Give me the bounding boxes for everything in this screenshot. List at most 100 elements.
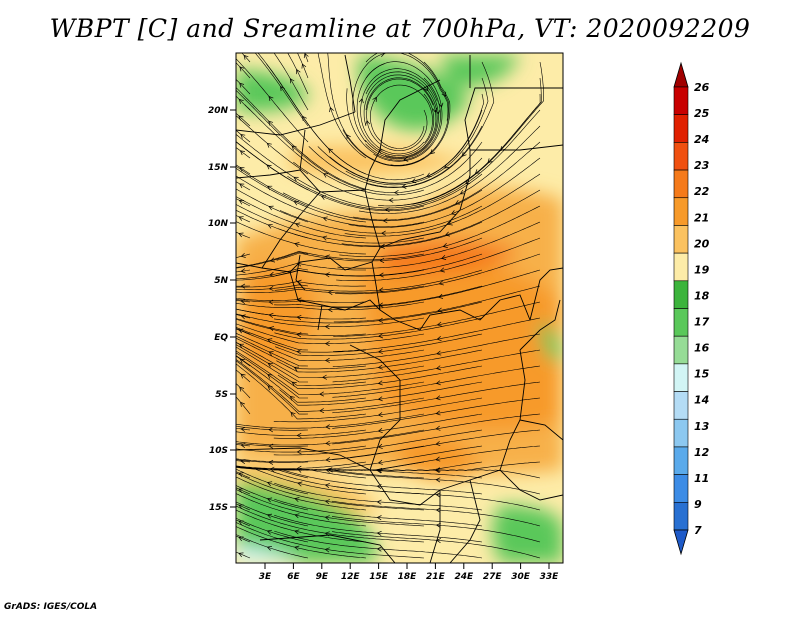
country-borders [236, 54, 563, 563]
streamline-arrow [324, 483, 330, 489]
streamline-arrow [388, 197, 394, 203]
lon-tick-label: 21E [426, 572, 446, 582]
streamline [236, 445, 367, 453]
streamline [236, 355, 367, 403]
streamline [304, 53, 309, 63]
streamline-arrow [372, 96, 377, 102]
streamline-arrow [324, 499, 330, 505]
streamline-arrow [327, 289, 333, 295]
streamline-arrow [269, 257, 276, 263]
latitude-axis: 20N 15N 10N 5N EQ 5S 10S 15S [208, 106, 236, 513]
colorbar-bottom-arrow [673, 529, 689, 556]
streamline [236, 471, 251, 479]
streamline [236, 526, 367, 559]
streamline [236, 485, 309, 511]
streamline-arrow [238, 232, 244, 238]
colorbar-swatch [673, 391, 689, 420]
streamline-arrow [376, 530, 382, 536]
streamline-arrow [455, 199, 461, 205]
streamline-arrow [266, 142, 272, 148]
streamline-arrow [322, 235, 328, 241]
chart-title: WBPT [C] and Sreamline at 700hPa, VT: 20… [49, 14, 751, 43]
lat-tick-label: 10N [208, 219, 229, 229]
lat-tick-label: EQ [214, 333, 228, 343]
streamline [236, 115, 309, 175]
streamline-arrow [377, 396, 383, 402]
streamline [236, 328, 251, 335]
streamline-arrow [322, 216, 328, 222]
streamline [236, 313, 425, 327]
streamline-arrow [437, 293, 444, 299]
streamline-arrow [294, 529, 300, 535]
streamline-arrow [268, 427, 274, 433]
streamline-arrow [296, 314, 302, 320]
wbpt-shaded-field [236, 53, 563, 563]
streamline-arrow [289, 395, 295, 401]
streamline-arrow [239, 386, 245, 392]
streamline-arrow [239, 66, 245, 72]
streamline [236, 112, 251, 127]
streamline-arrow [436, 336, 442, 342]
streamline-arrow [268, 459, 274, 465]
streamline-arrow [240, 314, 246, 320]
streamline [236, 487, 251, 495]
streamline-arrow [296, 332, 302, 338]
streamline [236, 165, 309, 207]
streamline [236, 503, 251, 511]
colorbar-swatch [673, 335, 689, 365]
streamline-arrow [243, 54, 249, 60]
streamline [236, 337, 367, 370]
streamline-arrow [435, 365, 442, 371]
streamline-arrow [380, 230, 386, 236]
streamline-arrow [289, 78, 295, 84]
streamline-arrow [377, 380, 383, 386]
colorbar-tick-label: 11 [694, 472, 709, 485]
streamline-arrow [268, 443, 274, 449]
streamline-arrow [325, 440, 331, 446]
colorbar-swatch [673, 252, 689, 282]
streamline-arrow [240, 268, 246, 274]
lon-tick-label: 27E [483, 572, 503, 582]
colorbar-tick-label: 21 [694, 211, 709, 224]
streamline [287, 53, 309, 95]
lat-tick-label: 15N [208, 163, 229, 173]
streamline-arrow [295, 68, 301, 75]
streamline [236, 535, 251, 543]
streamline-arrow [450, 210, 457, 215]
streamline-arrow [239, 358, 245, 364]
lat-tick-label: 15S [209, 503, 228, 513]
colorbar-swatch [673, 418, 689, 448]
colorbar-tick-label: 15 [694, 368, 710, 381]
streamline-arrow [438, 102, 444, 108]
streamline-arrow [442, 243, 448, 248]
streamline [236, 382, 251, 399]
streamline-arrow [378, 272, 384, 278]
streamline-arrow [329, 106, 334, 113]
streamline-arrow [377, 349, 383, 354]
streamline-arrow [435, 492, 441, 498]
streamline-arrow [438, 280, 444, 286]
streamline-arrow [266, 545, 273, 551]
colorbar-tick-label: 25 [694, 107, 710, 120]
streamline [236, 352, 308, 399]
streamline-arrow [324, 357, 330, 363]
colorbar-swatch [673, 86, 689, 115]
streamline-arrow [320, 195, 327, 200]
streamline-arrow [267, 362, 273, 368]
colorbar-swatch [673, 502, 689, 531]
streamline-arrow [267, 374, 273, 379]
lat-tick-label: 5S [215, 390, 228, 400]
streamline-arrow [301, 63, 307, 69]
streamline-arrow [377, 428, 383, 434]
streamline [236, 493, 367, 527]
colorbar-tick-label: 22 [694, 185, 710, 198]
streamline [236, 344, 308, 383]
streamline [236, 308, 367, 320]
streamline [327, 53, 425, 166]
streamline-arrow [435, 441, 441, 447]
lat-tick-label: 20N [208, 106, 229, 116]
streamline-arrow [378, 317, 384, 323]
streamline [236, 323, 425, 344]
streamline [236, 461, 367, 469]
